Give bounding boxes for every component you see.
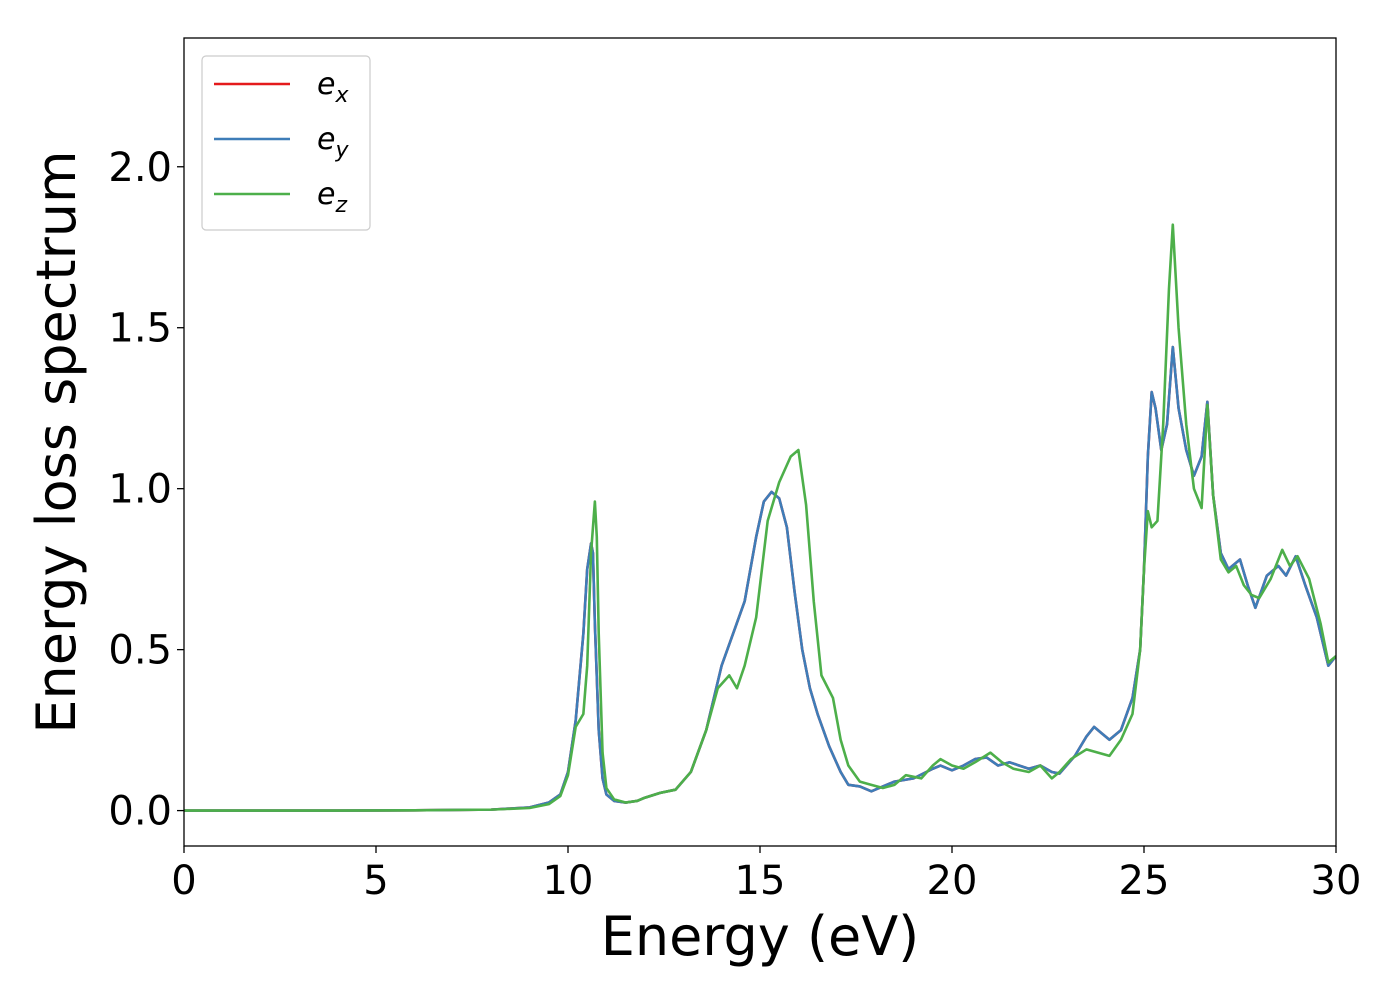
y-tick-label: 2.0 <box>108 145 172 191</box>
y-tick-label: 0.0 <box>108 789 172 835</box>
x-axis: 0 5 10 15 20 25 30 <box>171 846 1361 904</box>
x-tick-label: 15 <box>735 858 786 904</box>
lines-layer <box>184 223 1336 812</box>
y-axis-title: Energy loss spectrum <box>25 150 88 733</box>
legend-label-subscript: x <box>334 83 349 108</box>
legend-label-subscript: y <box>334 138 349 163</box>
legend-label-ey: ey <box>317 122 349 163</box>
legend-label-ez: ez <box>317 177 347 218</box>
x-tick-label: 0 <box>171 858 196 904</box>
legend-label-base: e <box>317 67 335 102</box>
legend-label-ex: ex <box>317 67 349 108</box>
legend-label-base: e <box>317 122 335 157</box>
legend-label-subscript: z <box>334 193 347 218</box>
y-tick-label: 1.5 <box>108 306 172 352</box>
x-tick-label: 20 <box>927 858 978 904</box>
x-tick-label: 25 <box>1119 858 1170 904</box>
x-axis-title: Energy (eV) <box>601 905 920 968</box>
series-line-ez <box>184 223 1336 812</box>
y-tick-label: 1.0 <box>108 467 172 513</box>
legend-box <box>201 55 371 231</box>
y-tick-label: 0.5 <box>108 628 172 674</box>
x-tick-label: 10 <box>543 858 594 904</box>
x-tick-label: 30 <box>1311 858 1362 904</box>
legend-label-base: e <box>317 177 335 212</box>
series-line-ey <box>184 345 1336 812</box>
x-tick-label: 5 <box>363 858 388 904</box>
y-axis: 0.0 0.5 1.0 1.5 2.0 <box>108 145 184 835</box>
